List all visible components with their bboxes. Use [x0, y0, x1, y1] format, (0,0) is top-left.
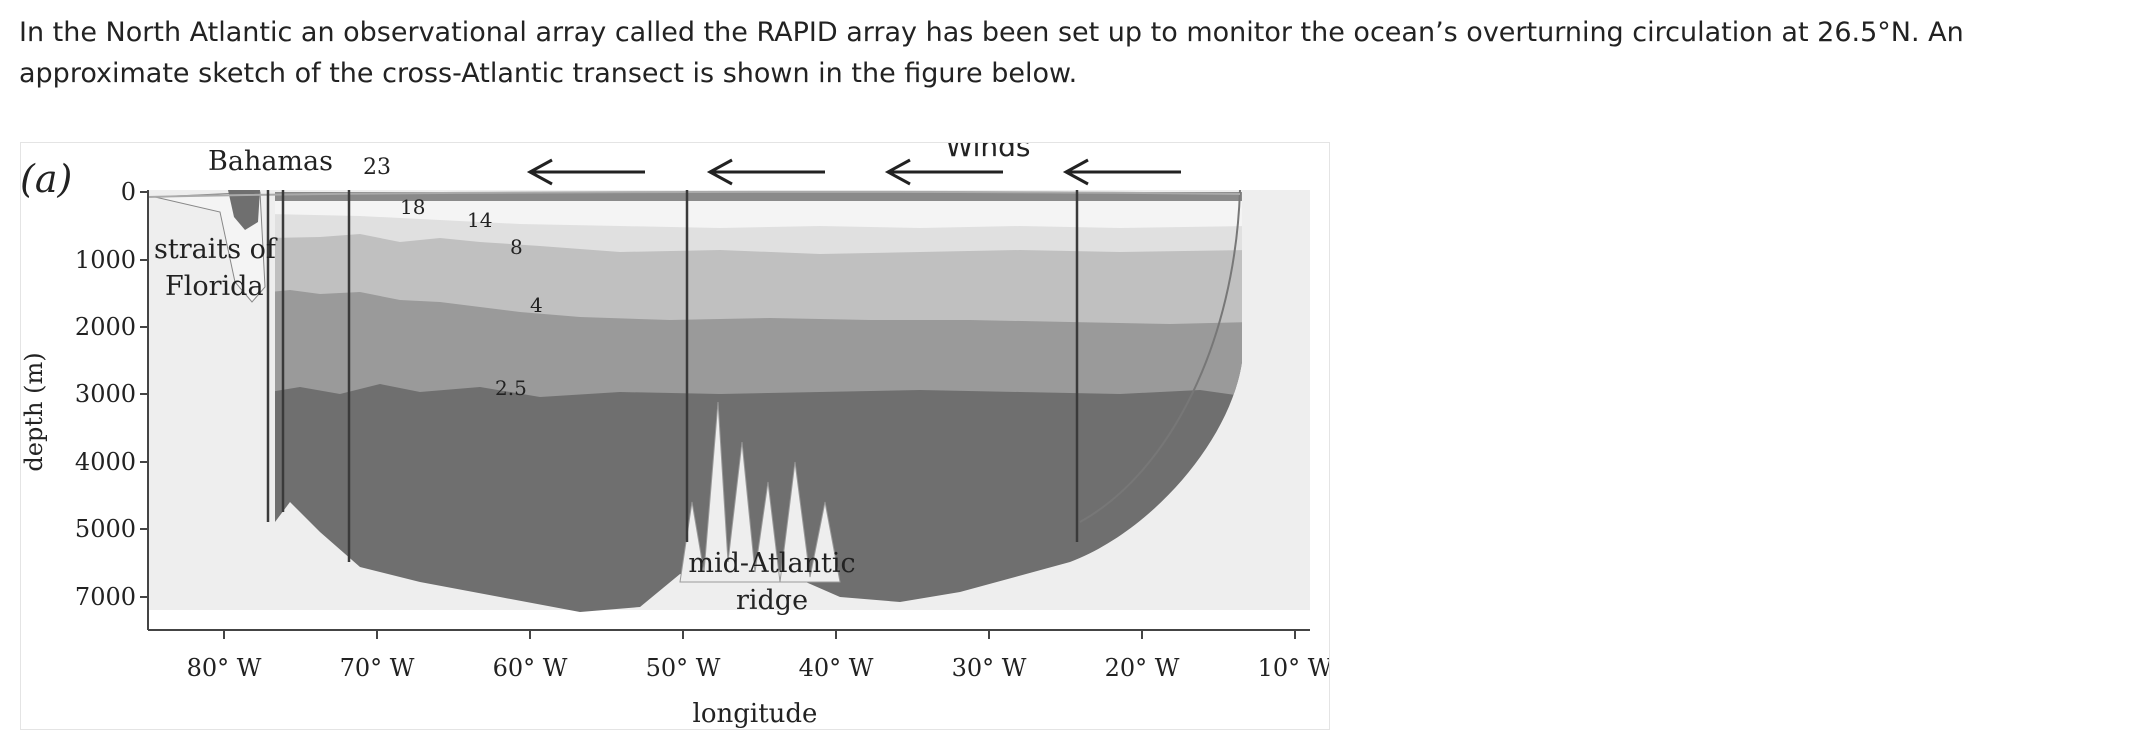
y-tick-label: 4000: [75, 448, 136, 476]
x-tick-label: 50° W: [646, 654, 721, 682]
wind-arrow-icon: [1062, 158, 1181, 186]
water-section: [275, 192, 1242, 612]
y-tick-label: 0: [121, 178, 136, 206]
label-ridge-line1: mid-Atlantic: [688, 548, 855, 579]
contour-label-2-5: 2.5: [495, 376, 527, 400]
y-tick-label: 2000: [75, 313, 136, 341]
intro-paragraph: In the North Atlantic an observational a…: [19, 17, 1964, 89]
y-axis-ticks: 0 1000 2000 3000 4000 5000 7000: [75, 178, 148, 611]
x-axis-label: longitude: [693, 699, 818, 729]
figure-border: [20, 142, 1330, 730]
contour-label-23: 23: [363, 155, 391, 180]
contour-label-14: 14: [467, 208, 492, 232]
panel-label: (a): [20, 157, 72, 201]
x-tick-label: 80° W: [187, 654, 262, 682]
layer-mixed-surface: [275, 192, 1242, 201]
contour-label-18: 18: [400, 195, 425, 219]
label-winds: Winds: [946, 142, 1031, 163]
transect-diagram: 0 1000 2000 3000 4000 5000 7000 80° W 70…: [20, 130, 1333, 730]
sea-surface: [147, 190, 1241, 198]
ridge-peaks: [679, 401, 841, 583]
label-ridge-line2: ridge: [736, 585, 808, 616]
label-straits-line1: straits of: [154, 234, 278, 265]
label-straits-line2: Florida: [165, 271, 264, 302]
bahamas-bank: [228, 190, 260, 230]
x-tick-label: 30° W: [952, 654, 1027, 682]
y-axis-label: depth (m): [20, 352, 48, 471]
contour-label-4: 4: [530, 293, 543, 317]
x-axis-ticks: 80° W 70° W 60° W 50° W 40° W 30° W 20° …: [187, 630, 1333, 682]
y-tick-label: 7000: [75, 583, 136, 611]
wind-arrow-icon: [706, 158, 825, 186]
wind-arrow-icon: [526, 158, 645, 186]
x-tick-label: 70° W: [340, 654, 415, 682]
y-tick-label: 1000: [75, 246, 136, 274]
eastern-slope: [1079, 189, 1241, 523]
x-tick-label: 10° W: [1258, 654, 1330, 682]
x-tick-label: 60° W: [493, 654, 568, 682]
x-tick-label: 20° W: [1105, 654, 1180, 682]
label-bahamas: Bahamas: [208, 146, 333, 177]
contour-label-8: 8: [510, 235, 523, 259]
rapid-transect-figure: 0 1000 2000 3000 4000 5000 7000 80° W 70…: [20, 130, 1333, 730]
x-tick-label: 40° W: [799, 654, 874, 682]
y-tick-label: 3000: [75, 380, 136, 408]
wind-arrow-icon: [884, 158, 1003, 186]
y-tick-label: 5000: [75, 515, 136, 543]
wind-arrows: [526, 158, 1181, 186]
